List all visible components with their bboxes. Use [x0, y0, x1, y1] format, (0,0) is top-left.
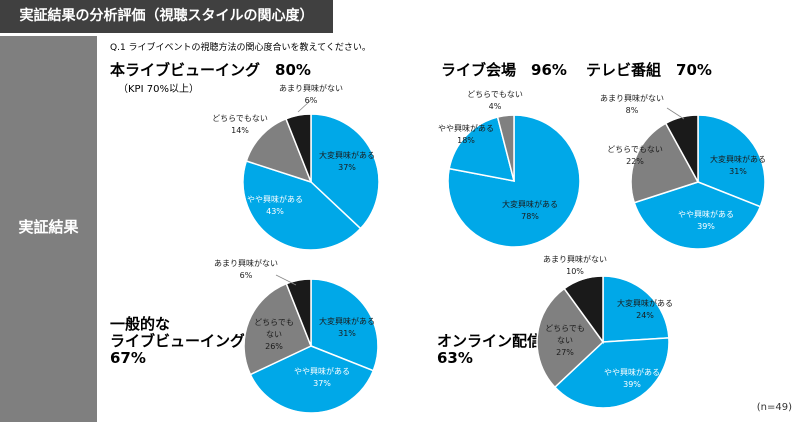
chart-title-tv: テレビ番組 70%: [586, 61, 712, 79]
pie-0-category-label-1: やや興味がある: [247, 194, 303, 204]
pie-0-value-label-0: 37%: [338, 163, 356, 172]
pie-1-category-label-1: やや興味がある: [438, 123, 494, 133]
pie-0-leader-3: [297, 99, 312, 113]
pie-4-category-label-0: 大変興味がある: [617, 298, 673, 308]
pie-3-category-label-0: 大変興味がある: [319, 316, 375, 326]
pie-2-leader-3: [666, 107, 685, 120]
sample-size: (n=49): [756, 402, 792, 413]
pie-2-category-label-1: やや興味がある: [678, 209, 734, 219]
pie-1-category-label-0: 大変興味がある: [502, 199, 558, 209]
pie-1-value-label-0: 78%: [521, 212, 539, 221]
pie-3-category-label-2: ない: [266, 330, 282, 339]
pie-4-slice-0: [602, 275, 670, 343]
pie-2-category-label-0: 大変興味がある: [710, 154, 766, 164]
pie-4-category-label-1: やや興味がある: [604, 367, 660, 377]
side-label: 実証結果: [18, 218, 79, 236]
side-panel: [0, 36, 97, 422]
pie-0-value-label-2: 14%: [231, 126, 249, 135]
pie-0-category-label-3: あまり興味がない: [279, 83, 343, 93]
pie-1-value-label-2: 4%: [489, 102, 502, 111]
chart-title-general-lv-line1: 一般的な: [110, 315, 171, 333]
pie-3-leader-3: [275, 274, 297, 286]
pie-0-value-label-1: 43%: [266, 207, 284, 216]
pie-4-value-label-2: 27%: [556, 348, 574, 357]
pie-3-value-label-3: 6%: [240, 271, 253, 280]
chart-title-general-lv-line3: 67%: [110, 349, 146, 367]
pie-3-outline: [243, 278, 379, 414]
question-text: Q.1 ライブイベントの視聴方法の関心度合いを教えてください。: [110, 43, 371, 53]
pie-4-value-label-1: 39%: [623, 380, 641, 389]
pie-2-outline: [630, 114, 766, 250]
pie-1-value-label-1: 18%: [457, 136, 475, 145]
chart-title-online-line2: 63%: [437, 349, 473, 367]
chart-title-main-lv: 本ライブビューイング 80%: [110, 61, 311, 79]
pie-4-value-label-3: 10%: [566, 267, 584, 276]
pie-2-value-label-0: 31%: [729, 167, 747, 176]
pie-0-outline: [242, 113, 380, 251]
pie-4-category-label-2: どちらでも: [545, 324, 585, 333]
pie-4-category-label-3: あまり興味がない: [543, 254, 607, 264]
pie-4-category-label-2: ない: [557, 336, 573, 345]
pie-1-outline: [447, 114, 581, 248]
pie-4-value-label-0: 24%: [636, 311, 654, 320]
pie-3-category-label-3: あまり興味がない: [214, 258, 278, 268]
pie-2-value-label-3: 8%: [626, 106, 639, 115]
pie-3-category-label-2: どちらでも: [254, 318, 294, 327]
chart-title-online-line1: オンライン配信: [437, 332, 543, 350]
pie-2-value-label-2: 22%: [626, 157, 644, 166]
kpi-note: （KPI 70%以上）: [118, 84, 199, 95]
chart-title-general-lv-line2: ライブビューイング: [110, 332, 246, 350]
pie-0-category-label-2: どちらでもない: [212, 114, 268, 123]
chart-title-live-venue: ライブ会場 96%: [441, 61, 567, 79]
pie-2-category-label-3: あまり興味がない: [600, 93, 664, 103]
header-bar: [0, 0, 333, 33]
pie-3-value-label-1: 37%: [313, 379, 331, 388]
pie-2-category-label-2: どちらでもない: [607, 145, 663, 154]
pie-0-category-label-0: 大変興味がある: [319, 150, 375, 160]
pie-3-category-label-1: やや興味がある: [294, 366, 350, 376]
pie-2-value-label-1: 39%: [697, 222, 715, 231]
pie-0-value-label-3: 6%: [305, 96, 318, 105]
page-title: 実証結果の分析評価（視聴スタイルの関心度）: [19, 8, 314, 24]
pie-3-value-label-0: 31%: [338, 329, 356, 338]
pie-1-category-label-2: どちらでもない: [467, 90, 523, 99]
pie-3-value-label-2: 26%: [265, 342, 283, 351]
pie-4-outline: [536, 275, 670, 409]
